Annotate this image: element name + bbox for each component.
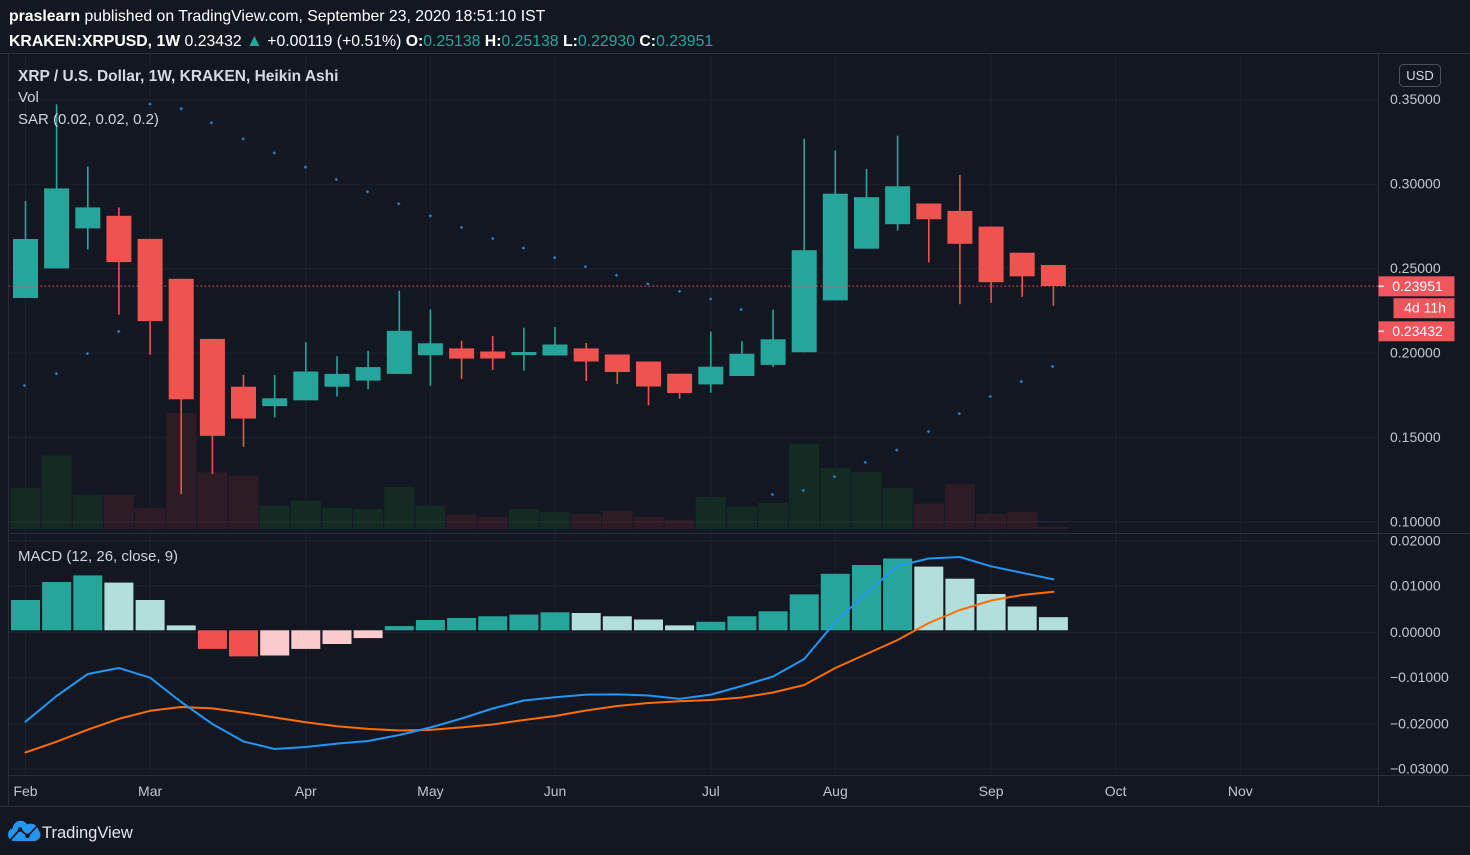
svg-text:Apr: Apr [295,783,317,799]
svg-text:XRP / U.S. Dollar, 1W, KRAKEN,: XRP / U.S. Dollar, 1W, KRAKEN, Heikin As… [18,68,338,85]
svg-text:4d 11h: 4d 11h [1404,300,1446,316]
svg-text:0.10000: 0.10000 [1390,513,1441,529]
svg-text:TradingView: TradingView [42,824,133,842]
svg-text:USD: USD [1406,68,1433,83]
svg-text:Jun: Jun [544,783,567,799]
svg-text:0.20000: 0.20000 [1390,345,1441,361]
svg-text:−0.03000: −0.03000 [1390,761,1449,777]
svg-text:0.30000: 0.30000 [1390,176,1441,192]
svg-text:0.23951: 0.23951 [1392,278,1443,294]
svg-text:0.25000: 0.25000 [1390,260,1441,276]
svg-text:0.23432: 0.23432 [1392,323,1443,339]
svg-text:Vol: Vol [18,89,39,106]
svg-text:Nov: Nov [1228,783,1253,799]
svg-text:Aug: Aug [823,783,848,799]
svg-text:Jul: Jul [702,783,720,799]
svg-text:MACD (12, 26, close, 9): MACD (12, 26, close, 9) [18,548,178,565]
svg-text:Mar: Mar [138,783,162,799]
svg-text:0.15000: 0.15000 [1390,429,1441,445]
svg-text:0.00000: 0.00000 [1390,624,1441,640]
svg-text:−0.01000: −0.01000 [1390,669,1449,685]
svg-text:Feb: Feb [13,783,37,799]
svg-text:May: May [417,783,443,799]
svg-text:Oct: Oct [1105,783,1127,799]
svg-text:−0.02000: −0.02000 [1390,715,1449,731]
svg-text:SAR (0.02, 0.02, 0.2): SAR (0.02, 0.02, 0.2) [18,111,159,128]
svg-text:Sep: Sep [979,783,1004,799]
svg-text:0.01000: 0.01000 [1390,577,1441,593]
svg-text:0.02000: 0.02000 [1390,532,1441,548]
svg-text:0.35000: 0.35000 [1390,91,1441,107]
